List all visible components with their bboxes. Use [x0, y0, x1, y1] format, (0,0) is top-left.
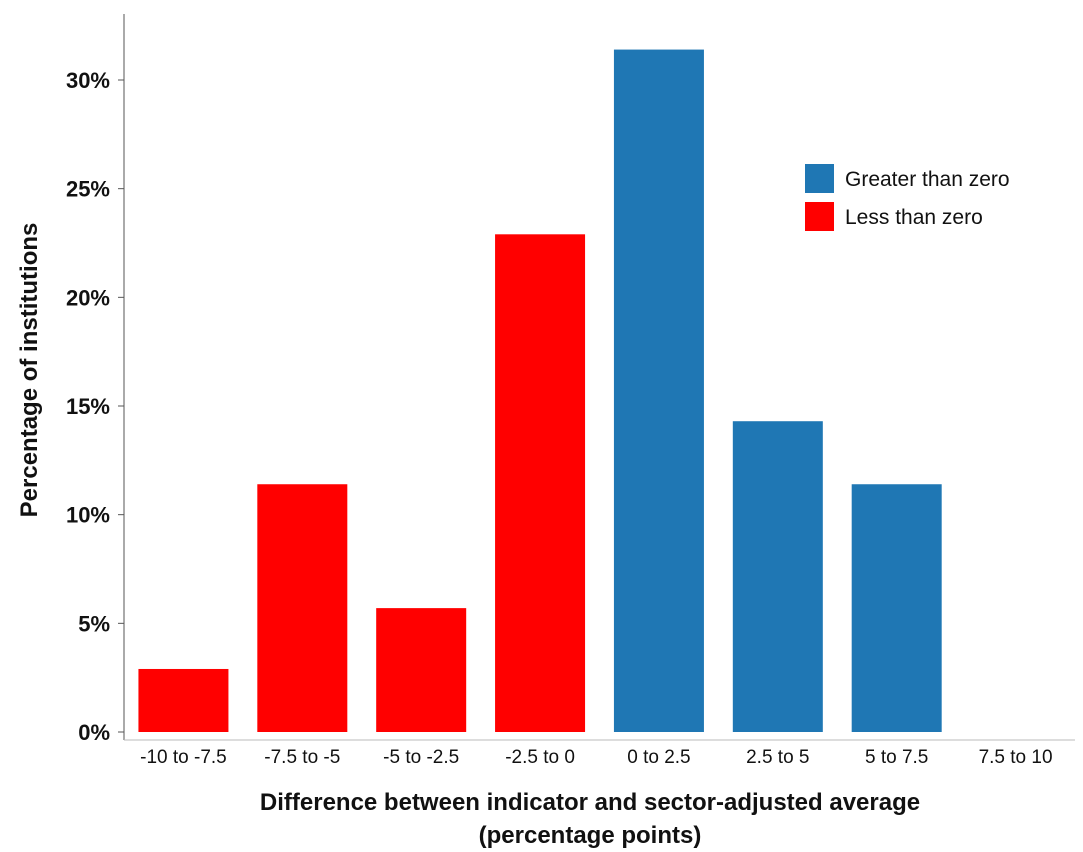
y-tick-label: 0% — [78, 720, 110, 745]
y-tick-label: 15% — [66, 394, 110, 419]
legend-label: Less than zero — [845, 206, 983, 229]
bar — [257, 484, 348, 732]
bar — [732, 421, 823, 732]
bar — [613, 49, 704, 732]
x-axis-title-line1: Difference between indicator and sector-… — [260, 789, 920, 816]
x-tick-label: -2.5 to 0 — [505, 747, 575, 768]
y-tick-label: 20% — [66, 285, 110, 310]
y-tick-label: 10% — [66, 503, 110, 528]
x-tick-label: 7.5 to 10 — [979, 747, 1053, 768]
bar — [495, 234, 586, 732]
legend-swatch — [805, 164, 834, 193]
x-axis-title-line2: (percentage points) — [479, 822, 702, 849]
x-tick-label: 2.5 to 5 — [746, 747, 809, 768]
y-axis: 0% 5% 10% 15% 20% 25% 30% — [66, 14, 125, 745]
x-tick-label: -5 to -2.5 — [383, 747, 459, 768]
y-tick-label: 25% — [66, 177, 110, 202]
bar — [376, 608, 467, 732]
y-tick-label: 30% — [66, 68, 110, 93]
legend-swatch — [805, 202, 834, 231]
x-axis: -10 to -7.5 -7.5 to -5 -5 to -2.5 -2.5 to 0… — [124, 739, 1075, 768]
x-tick-label: -10 to -7.5 — [140, 747, 227, 768]
bars — [138, 49, 942, 732]
y-axis-title: Percentage of institutions — [16, 223, 43, 518]
y-tick-label: 5% — [78, 611, 110, 636]
x-tick-label: -7.5 to -5 — [264, 747, 340, 768]
x-tick-label: 5 to 7.5 — [865, 747, 928, 768]
bar — [138, 668, 229, 732]
x-tick-label: 0 to 2.5 — [627, 747, 690, 768]
legend: Greater than zero Less than zero — [805, 164, 1010, 231]
legend-label: Greater than zero — [845, 168, 1010, 191]
bar — [851, 484, 942, 732]
